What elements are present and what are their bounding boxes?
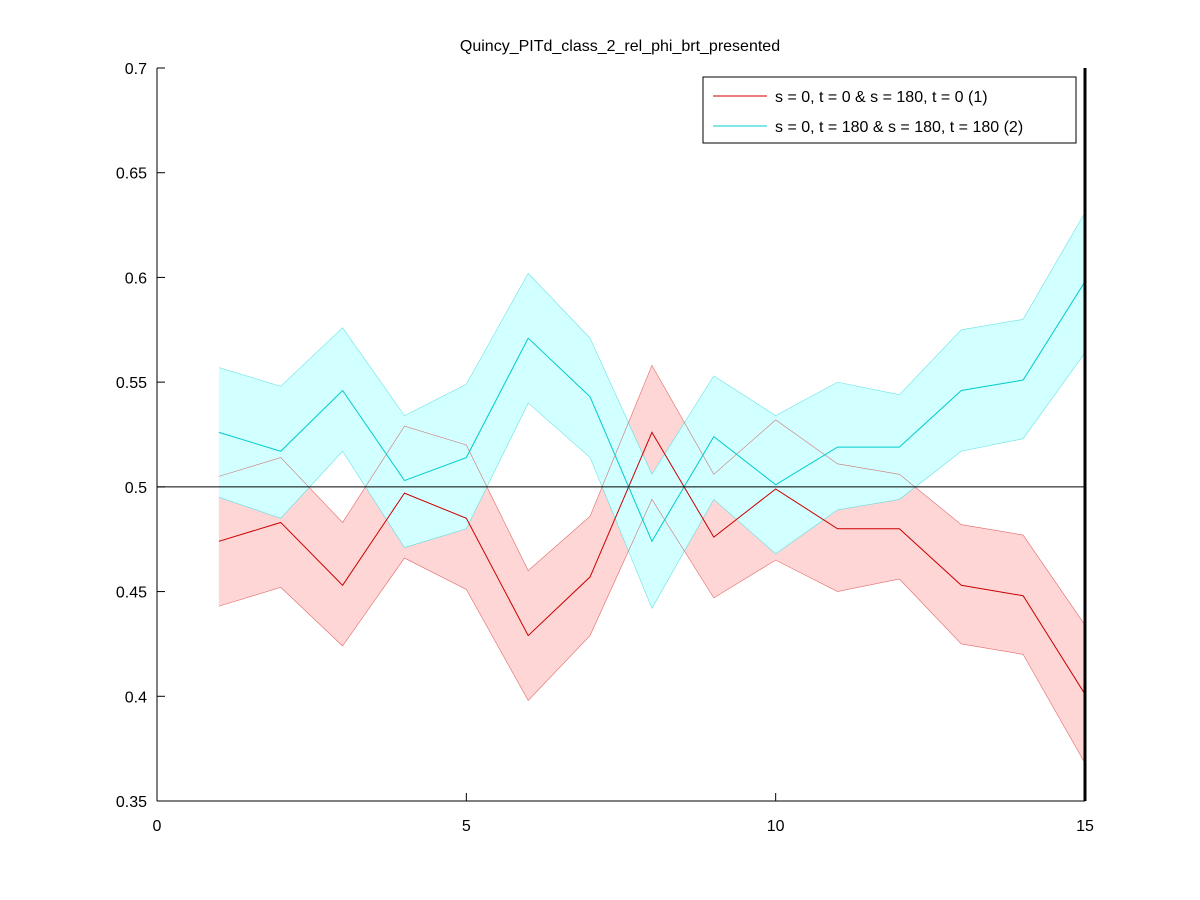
series-2-line xyxy=(218,281,1086,543)
y-tick-label: 0.65 xyxy=(116,166,147,183)
series-2-band xyxy=(218,212,1085,609)
legend: s = 0, t = 0 & s = 180, t = 0 (1) s = 0, … xyxy=(702,76,1077,144)
series-1-lower-edge xyxy=(218,498,1086,764)
y-tick-label: 0.7 xyxy=(125,61,147,78)
y-tick-label: 0.35 xyxy=(116,794,147,811)
legend-label-1: s = 0, t = 0 & s = 180, t = 0 (1) xyxy=(775,89,988,106)
legend-box xyxy=(702,76,1077,144)
y-tick-label: 0.4 xyxy=(125,689,147,706)
legend-label-2: s = 0, t = 180 & s = 180, t = 180 (2) xyxy=(775,119,1023,136)
chart-title: Quincy_PITd_class_2_rel_phi_brt_presente… xyxy=(460,38,780,55)
x-tick-label: 0 xyxy=(153,818,162,835)
series-1-line xyxy=(218,431,1086,695)
x-tick-label: 10 xyxy=(767,818,785,835)
series-1-upper-edge xyxy=(218,364,1086,626)
plot-area xyxy=(157,212,1086,764)
y-tick-label: 0.5 xyxy=(125,480,147,497)
series-2-upper-edge xyxy=(218,212,1086,475)
x-tick-label: 15 xyxy=(1076,818,1094,835)
axes: 0.35 0.4 0.45 0.5 0.55 0.6 0.65 0.7 0 5 10 15 xyxy=(116,61,1094,835)
x-tick-label: 5 xyxy=(462,818,471,835)
y-tick-label: 0.55 xyxy=(116,375,147,392)
y-tick-label: 0.6 xyxy=(125,270,147,287)
y-tick-label: 0.45 xyxy=(116,585,147,602)
series-2-lower-edge xyxy=(218,352,1086,610)
